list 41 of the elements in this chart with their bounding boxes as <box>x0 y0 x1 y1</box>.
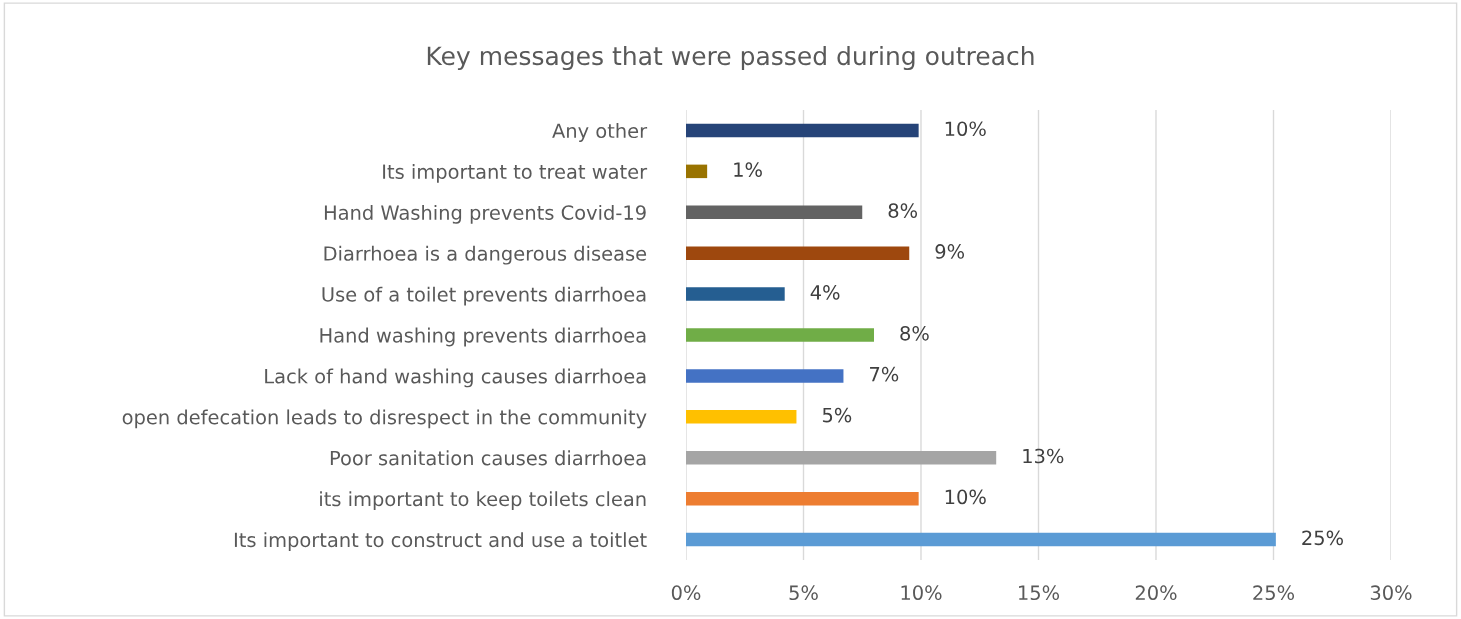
y-tick-label: Its important to treat water <box>383 163 648 183</box>
bar <box>686 450 997 465</box>
y-tick-label: Hand washing prevents diarrhoea <box>320 327 646 347</box>
bar <box>686 123 919 138</box>
y-tick-label: Its important to construct and use a toitlet <box>234 532 647 551</box>
x-tick-label: 0% <box>671 585 701 601</box>
y-tick-label: Any other <box>552 123 648 142</box>
bar <box>686 246 910 260</box>
data-label: 13% <box>1023 448 1064 464</box>
bar <box>686 491 919 506</box>
y-tick-label: Use of a toilet prevents diarrhoea <box>322 286 646 306</box>
y-tick-label: Hand Washing prevents Covid-19 <box>324 204 646 224</box>
y-tick-label: open defecation leads to disrespect in the community <box>122 409 647 429</box>
bar <box>686 532 1276 547</box>
data-label: 7% <box>870 366 899 382</box>
bar <box>686 164 708 179</box>
y-tick-label: Diarrhoea is a dangerous disease <box>324 245 647 265</box>
y-tick-label: its important to keep toilets clean <box>320 491 646 511</box>
x-tick-label: 30% <box>1370 585 1412 601</box>
chart-title: Key messages that were passed during outreach <box>427 45 1034 71</box>
x-tick-label: 15% <box>1019 585 1060 601</box>
x-tick-label: 10% <box>901 585 942 601</box>
y-tick-label: Poor sanitation causes diarrhoea <box>330 450 646 466</box>
x-tick-label: 25% <box>1253 585 1295 601</box>
bar <box>686 328 874 342</box>
data-label: 1% <box>734 162 762 178</box>
data-label: 8% <box>888 203 918 218</box>
data-label: 8% <box>900 325 929 341</box>
data-label: 25% <box>1302 530 1343 546</box>
data-label: 9% <box>935 244 965 259</box>
x-tick-label: 20% <box>1135 585 1177 601</box>
bar <box>686 287 785 301</box>
bar <box>686 369 844 383</box>
data-label: 10% <box>945 121 986 137</box>
data-label: 4% <box>810 285 840 300</box>
data-label: 10% <box>945 489 986 505</box>
x-tick-label: 5% <box>789 585 818 601</box>
data-label: 5% <box>822 407 852 423</box>
bar <box>686 410 797 424</box>
y-tick-label: Lack of hand washing causes diarrhoea <box>265 368 646 388</box>
bar <box>686 205 863 220</box>
